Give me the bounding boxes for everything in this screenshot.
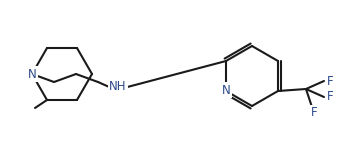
- Text: F: F: [327, 75, 333, 87]
- Text: N: N: [222, 83, 230, 97]
- Text: N: N: [28, 67, 36, 81]
- Text: F: F: [311, 106, 317, 120]
- Text: NH: NH: [109, 80, 127, 92]
- Text: F: F: [327, 90, 333, 104]
